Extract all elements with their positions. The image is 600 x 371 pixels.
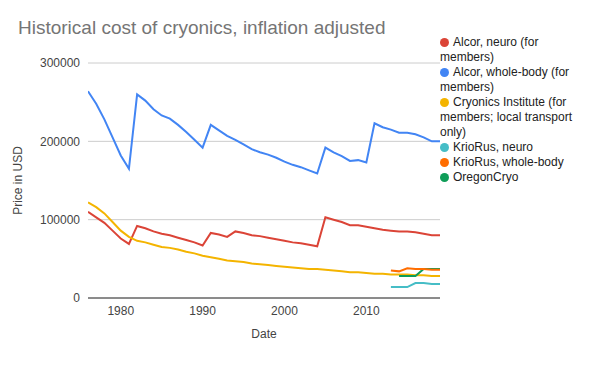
svg-text:Price in USD: Price in USD	[11, 146, 25, 215]
html-text:Alcor, whole-body (for members: Alcor, whole-body (for members)	[440, 65, 570, 94]
svg-text:Date: Date	[251, 327, 277, 341]
svg-text:1990: 1990	[189, 304, 216, 318]
svg-text:200000: 200000	[40, 135, 80, 149]
html-text:KrioRus, neuro: KrioRus, neuro	[453, 140, 533, 154]
svg-text:1980: 1980	[107, 304, 134, 318]
html-text:Historical cost of cryonics, i: Historical cost of cryonics, inflation a…	[18, 17, 386, 38]
html-text:OregonCryo: OregonCryo	[453, 170, 519, 184]
svg-text:0: 0	[73, 291, 80, 305]
svg-text:2000: 2000	[271, 304, 298, 318]
html-text:Alcor, neuro (for members): Alcor, neuro (for members)	[440, 35, 539, 64]
html-text:Cryonics Institute (for member: Cryonics Institute (for members; local t…	[440, 95, 572, 139]
svg-text:2010: 2010	[353, 304, 380, 318]
svg-text:300000: 300000	[40, 56, 80, 70]
html-text:KrioRus, whole-body: KrioRus, whole-body	[453, 155, 564, 169]
svg-text:100000: 100000	[40, 213, 80, 227]
